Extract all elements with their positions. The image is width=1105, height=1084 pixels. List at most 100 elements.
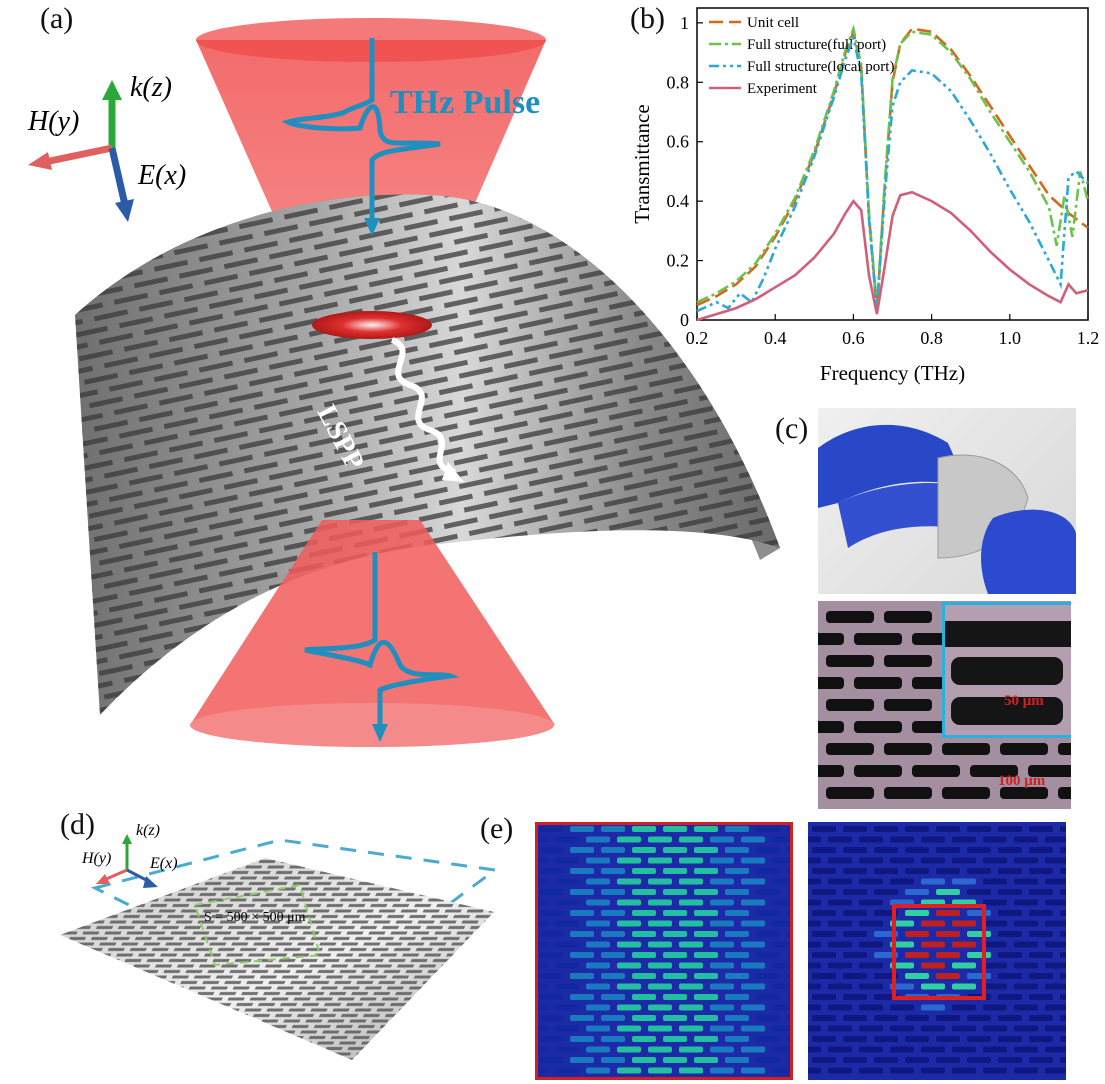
d-h-axis-label: H(y): [82, 850, 112, 867]
field-slot: [756, 826, 780, 832]
field-slot: [998, 1036, 1022, 1042]
field-slot: [535, 836, 548, 843]
field-slot: [905, 931, 929, 937]
micro-slot: [884, 743, 932, 755]
field-slot: [967, 952, 991, 958]
field-slot: [710, 983, 734, 990]
field-slot: [586, 920, 610, 927]
field-slot: [617, 941, 641, 948]
field-slot: [936, 868, 960, 874]
field-slot: [936, 931, 960, 937]
field-slot: [983, 836, 1007, 843]
x-tick-label: 0.4: [764, 328, 787, 348]
field-slot: [535, 1004, 548, 1011]
field-slot: [874, 826, 898, 832]
x-tick-label: 0.2: [686, 328, 709, 348]
field-slot: [586, 1046, 610, 1053]
field-slot: [998, 847, 1022, 853]
field-slot: [843, 826, 867, 832]
field-slot: [539, 826, 563, 832]
field-slot: [890, 857, 914, 864]
micro-slot: [1000, 743, 1048, 755]
field-slot: [1029, 1015, 1053, 1021]
field-slot: [772, 899, 793, 906]
field-slot: [679, 836, 703, 843]
field-slot: [905, 868, 929, 874]
field-slot: [586, 941, 610, 948]
field-slot: [632, 1057, 656, 1063]
field-slot: [725, 931, 749, 937]
field-slot: [859, 836, 883, 843]
field-slot: [1014, 836, 1038, 843]
field-slot: [710, 1004, 734, 1011]
field-slot: [936, 1015, 960, 1021]
field-slot: [843, 952, 867, 958]
field-slot: [983, 1025, 1007, 1032]
field-slot: [570, 868, 594, 874]
legend-label-1: Full structure(full port): [747, 37, 886, 53]
field-slot: [828, 1025, 852, 1032]
field-slot: [663, 1057, 687, 1063]
field-slot: [772, 836, 793, 843]
micro-slot: [854, 765, 902, 777]
micro-slot: [884, 611, 932, 623]
field-slot: [555, 962, 579, 969]
field-slot: [812, 1015, 836, 1021]
field-slot: [555, 1067, 579, 1074]
field-slot: [601, 973, 625, 979]
field-slot: [843, 1015, 867, 1021]
series-line-1: [696, 24, 1090, 309]
field-slot: [998, 931, 1022, 937]
micro-slot: [826, 611, 874, 623]
field-slot: [812, 910, 836, 916]
field-slot: [539, 1036, 563, 1042]
scale-bar-inset: 50 μm: [1004, 693, 1044, 709]
field-slot: [1045, 1025, 1066, 1032]
field-slot: [921, 836, 945, 843]
micro-slot: [854, 677, 902, 689]
field-slot: [890, 1046, 914, 1053]
field-slot: [725, 868, 749, 874]
field-slot: [967, 868, 991, 874]
field-slot: [772, 962, 793, 969]
field-slot: [828, 1067, 852, 1074]
field-slot: [679, 983, 703, 990]
field-slot: [570, 1036, 594, 1042]
field-slot: [694, 931, 718, 937]
micro-slot: [818, 633, 844, 645]
field-slot: [983, 920, 1007, 927]
flat-sheet-slots: [60, 858, 494, 1060]
field-slot: [663, 973, 687, 979]
field-slot: [679, 1004, 703, 1011]
field-slot: [539, 847, 563, 853]
field-slot: [1060, 910, 1066, 916]
field-slot: [741, 920, 765, 927]
field-slot: [741, 962, 765, 969]
micro-slot: [854, 721, 902, 733]
field-slot: [890, 1025, 914, 1032]
field-slot: [756, 952, 780, 958]
field-slot: [710, 878, 734, 885]
field-slot: [1014, 1067, 1038, 1074]
field-slot: [905, 1036, 929, 1042]
field-slot: [1014, 1025, 1038, 1032]
field-slot: [952, 1067, 976, 1074]
field-slot: [694, 1036, 718, 1042]
field-slot: [1060, 931, 1066, 937]
field-slot: [725, 973, 749, 979]
field-slot: [710, 1067, 734, 1074]
glove-finger-left: [818, 424, 968, 508]
y-tick-label: 1: [680, 13, 689, 33]
plot-frame: [696, 7, 1089, 321]
field-slot: [874, 868, 898, 874]
field-slot: [859, 878, 883, 885]
field-slot: [859, 920, 883, 927]
field-slot: [741, 1025, 765, 1032]
field-slot: [936, 889, 960, 895]
field-slot: [843, 910, 867, 916]
field-slot: [890, 1067, 914, 1074]
field-slot: [859, 1067, 883, 1074]
field-slot: [648, 1025, 672, 1032]
field-slot: [679, 920, 703, 927]
